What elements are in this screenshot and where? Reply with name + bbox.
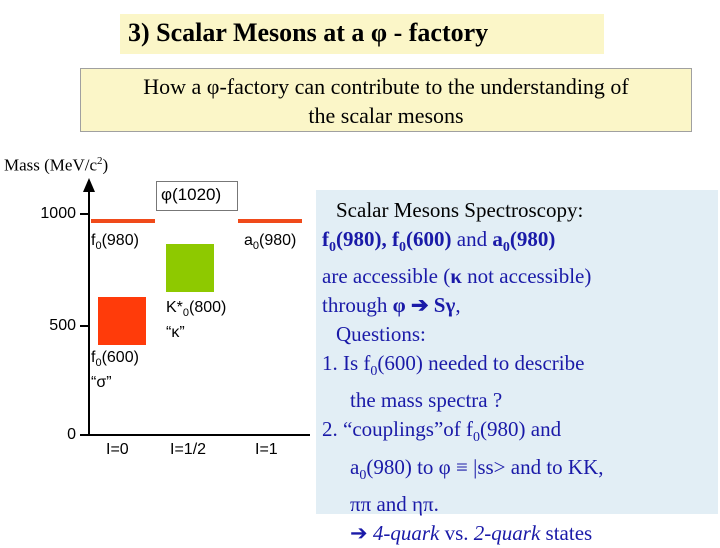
tick-label-500: 500	[49, 317, 76, 334]
sigma-alias: “σ”	[91, 374, 112, 392]
f0-980-label: f0(980)	[91, 232, 139, 253]
title-box	[120, 14, 604, 54]
isospin-half: I=1/2	[170, 441, 207, 458]
a0-980-label: a0(980)	[244, 232, 297, 253]
y-axis-label: Mass (MeV/c2)	[4, 155, 109, 175]
panel-line-4: through φ ➔ Sγ,	[322, 293, 461, 318]
isospin-0: I=0	[106, 441, 129, 458]
phi-label-box	[156, 181, 238, 211]
text-panel	[316, 190, 718, 514]
tick-label-1000: 1000	[40, 205, 76, 222]
panel-line-3: are accessible (κ not accessible)	[322, 264, 592, 289]
question-2-end: ππ and ηπ.	[350, 491, 439, 516]
tick-0	[80, 434, 89, 436]
slide-title: 3) Scalar Mesons at a φ - factory	[128, 18, 489, 47]
subtitle-box	[80, 68, 692, 132]
tick-label-0: 0	[67, 426, 76, 443]
question-1: 1. Is f0(600) needed to describe	[322, 351, 585, 380]
question-2-cont: a0(980) to φ ≡ |ss> and to KK,	[350, 454, 604, 483]
arrow-icon: ➔	[350, 520, 373, 545]
panel-text: Scalar Mesons Spectroscopy: f0(980), f0(…	[316, 196, 718, 548]
y-axis	[88, 190, 90, 436]
phi-1020-label: φ(1020)	[161, 185, 222, 204]
subtitle: How a φ-factory can contribute to the un…	[80, 72, 692, 130]
a0-980-level	[238, 219, 302, 223]
f0-980-level	[91, 219, 155, 223]
isospin-1: I=1	[255, 441, 278, 458]
panel-line-2: f0(980), f0(600) and a0(980)	[322, 227, 556, 256]
question-1-cont: the mass spectra ?	[350, 388, 503, 413]
kappa-band	[166, 244, 214, 292]
sigma-band	[98, 297, 146, 345]
subtitle-line-2: the scalar mesons	[308, 103, 464, 128]
tick-1000	[80, 213, 89, 215]
panel-conclusion: ➔ 4-quark vs. 2-quark states	[350, 520, 593, 545]
kstar-label: K*0(800) “κ”	[166, 299, 227, 342]
panel-questions: Questions:	[336, 322, 426, 347]
tick-500	[80, 325, 89, 327]
panel-heading: Scalar Mesons Spectroscopy:	[336, 198, 584, 222]
kappa-alias: “κ”	[166, 324, 185, 342]
f0-600-label: f0(600) “σ”	[91, 349, 139, 392]
subtitle-line-1: How a φ-factory can contribute to the un…	[143, 74, 629, 99]
question-2: 2. “couplings”of f0(980) and	[322, 417, 562, 446]
y-axis-arrow-icon	[83, 178, 95, 192]
x-axis	[88, 434, 310, 436]
